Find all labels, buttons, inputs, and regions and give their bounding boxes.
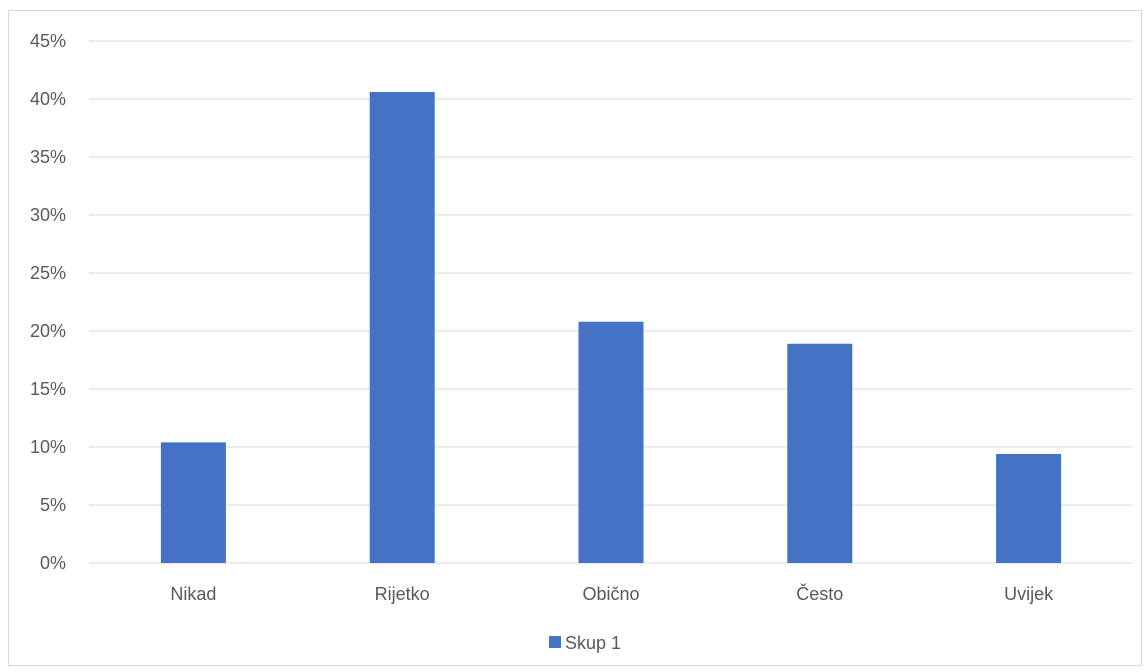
- y-tick-label: 15%: [30, 379, 66, 399]
- bar-često: [787, 343, 853, 563]
- x-axis-ticks: Nikad Rijetko Obično Često Uvijek: [170, 583, 1054, 604]
- bar-obično: [578, 321, 644, 563]
- bar-uvijek: [996, 453, 1062, 563]
- y-tick-label: 20%: [30, 321, 66, 341]
- bars: [160, 92, 1062, 563]
- y-tick-label: 45%: [30, 31, 66, 51]
- legend-swatch: [549, 636, 561, 648]
- chart-frame: 0% 5% 10% 15% 20% 25% 30% 35% 40% 45% Nikad Rijetk…: [8, 10, 1142, 666]
- x-tick-label: Rijetko: [375, 584, 430, 604]
- y-tick-label: 30%: [30, 205, 66, 225]
- x-tick-label: Obično: [582, 584, 639, 604]
- legend: Skup 1: [549, 633, 621, 653]
- x-tick-label: Nikad: [170, 584, 216, 604]
- x-tick-label: Često: [796, 583, 843, 604]
- y-axis-ticks: 0% 5% 10% 15% 20% 25% 30% 35% 40% 45%: [30, 31, 66, 573]
- x-tick-label: Uvijek: [1004, 584, 1054, 604]
- bar-rijetko: [369, 92, 435, 563]
- y-tick-label: 0%: [40, 553, 66, 573]
- y-tick-label: 10%: [30, 437, 66, 457]
- bar-chart: 0% 5% 10% 15% 20% 25% 30% 35% 40% 45% Nikad Rijetk…: [30, 31, 1133, 653]
- y-tick-label: 25%: [30, 263, 66, 283]
- bar-nikad: [160, 442, 226, 563]
- y-tick-label: 40%: [30, 89, 66, 109]
- legend-label: Skup 1: [565, 633, 621, 653]
- y-tick-label: 35%: [30, 147, 66, 167]
- y-tick-label: 5%: [40, 495, 66, 515]
